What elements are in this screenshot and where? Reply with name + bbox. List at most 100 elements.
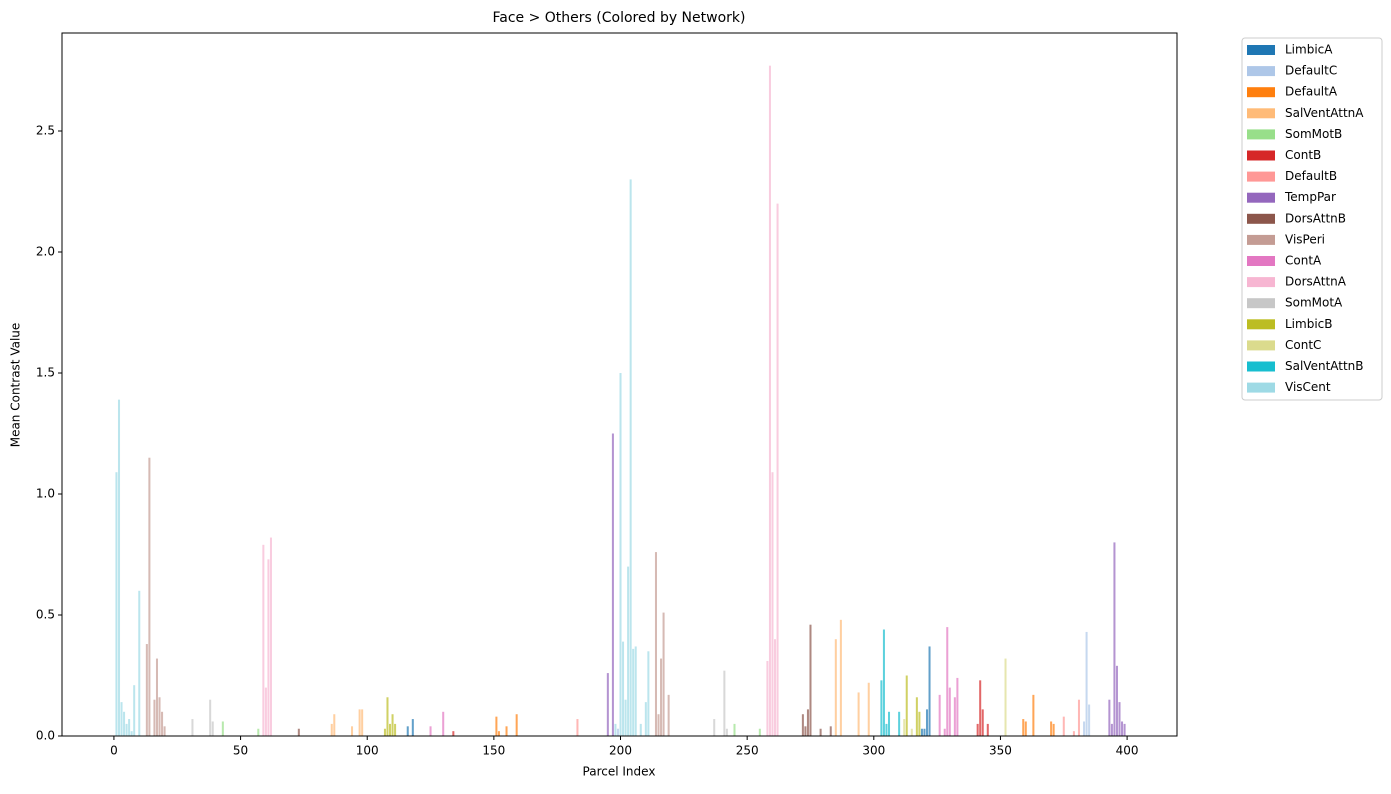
legend-box bbox=[1241, 37, 1383, 401]
bar bbox=[221, 721, 224, 736]
legend-label: ContC bbox=[1285, 338, 1321, 352]
bar bbox=[622, 641, 625, 736]
legend-label: VisCent bbox=[1285, 380, 1331, 394]
legend-swatch bbox=[1247, 256, 1275, 266]
bar bbox=[515, 714, 518, 736]
y-tick-label: 2.0 bbox=[36, 245, 55, 259]
legend-swatch bbox=[1247, 298, 1275, 309]
bar bbox=[774, 639, 777, 736]
bar bbox=[333, 714, 336, 736]
legend-label: DefaultA bbox=[1285, 85, 1338, 99]
bar bbox=[938, 694, 941, 736]
bar bbox=[386, 697, 389, 736]
bar bbox=[616, 728, 619, 736]
x-tick-label: 350 bbox=[989, 744, 1012, 758]
bar bbox=[723, 670, 726, 736]
x-tick-label: 300 bbox=[862, 744, 885, 758]
bar bbox=[1121, 721, 1124, 736]
bar bbox=[611, 433, 614, 736]
y-tick-label: 1.5 bbox=[36, 366, 55, 380]
x-axis-label: Parcel Index bbox=[583, 765, 656, 779]
bar bbox=[1024, 721, 1027, 736]
bar bbox=[829, 726, 832, 736]
legend-swatch bbox=[1247, 319, 1275, 330]
bar bbox=[138, 590, 141, 736]
bar bbox=[839, 619, 842, 736]
bar bbox=[120, 702, 123, 736]
bar bbox=[133, 685, 136, 736]
bar bbox=[452, 731, 455, 736]
bar bbox=[1108, 699, 1111, 736]
bar bbox=[257, 728, 260, 736]
bar bbox=[1110, 723, 1113, 736]
legend-label: DefaultB bbox=[1285, 169, 1337, 183]
bar bbox=[834, 639, 837, 736]
plot-frame bbox=[61, 32, 1178, 737]
bar bbox=[163, 726, 166, 736]
bar bbox=[191, 719, 194, 736]
bar bbox=[948, 687, 951, 736]
bar bbox=[115, 472, 118, 736]
legend-label: LimbicA bbox=[1285, 43, 1333, 57]
bar bbox=[411, 719, 414, 736]
legend-label: LimbicB bbox=[1285, 317, 1333, 331]
legend-swatch bbox=[1247, 150, 1275, 161]
legend-swatch bbox=[1247, 361, 1275, 372]
bar bbox=[123, 711, 126, 736]
bar bbox=[391, 714, 394, 736]
bar bbox=[351, 726, 354, 736]
legend-swatch bbox=[1247, 277, 1275, 288]
bar bbox=[639, 723, 642, 736]
legend-label: ContA bbox=[1285, 254, 1322, 268]
bar bbox=[627, 566, 630, 736]
bar bbox=[1052, 723, 1055, 736]
legend-label: SalVentAttnA bbox=[1285, 106, 1364, 120]
bar bbox=[629, 179, 632, 737]
bar bbox=[910, 728, 913, 736]
bar bbox=[887, 711, 891, 736]
legend-label: DefaultC bbox=[1285, 64, 1337, 78]
bar bbox=[155, 658, 158, 736]
x-tick-label: 0 bbox=[110, 744, 118, 758]
y-tick-label: 0.5 bbox=[36, 608, 55, 622]
bar bbox=[647, 651, 650, 736]
bar bbox=[264, 687, 267, 736]
legend-label: DorsAttnA bbox=[1285, 275, 1347, 289]
bar bbox=[145, 644, 148, 736]
legend-swatch bbox=[1247, 171, 1275, 182]
bar bbox=[1032, 694, 1035, 736]
bar bbox=[624, 699, 627, 736]
bar bbox=[771, 472, 774, 736]
bar bbox=[819, 728, 822, 736]
bar bbox=[713, 719, 716, 736]
x-tick-label: 400 bbox=[1116, 744, 1139, 758]
bar bbox=[758, 728, 761, 736]
chart-title: Face > Others (Colored by Network) bbox=[493, 10, 746, 26]
legend-label: TempPar bbox=[1284, 190, 1336, 204]
bar bbox=[660, 658, 663, 736]
bar bbox=[576, 719, 579, 736]
bar bbox=[644, 702, 647, 736]
bar bbox=[918, 711, 921, 736]
bar bbox=[1077, 699, 1080, 736]
legend-swatch bbox=[1247, 340, 1275, 351]
bar bbox=[128, 719, 131, 736]
x-tick-label: 100 bbox=[356, 744, 379, 758]
bar bbox=[956, 677, 959, 736]
bar bbox=[928, 646, 931, 736]
bar bbox=[979, 680, 982, 736]
y-tick-label: 0.0 bbox=[36, 729, 55, 743]
bar bbox=[903, 719, 906, 736]
bar bbox=[358, 709, 361, 736]
bar bbox=[905, 675, 908, 736]
x-tick-label: 200 bbox=[609, 744, 632, 758]
bar bbox=[117, 399, 121, 736]
bar bbox=[882, 629, 885, 736]
y-axis-label: Mean Contrast Value bbox=[9, 323, 23, 448]
bar bbox=[130, 731, 133, 736]
bar bbox=[614, 723, 617, 736]
bar bbox=[267, 559, 270, 736]
bar bbox=[148, 457, 151, 736]
bar bbox=[394, 723, 397, 736]
bar bbox=[804, 726, 807, 736]
